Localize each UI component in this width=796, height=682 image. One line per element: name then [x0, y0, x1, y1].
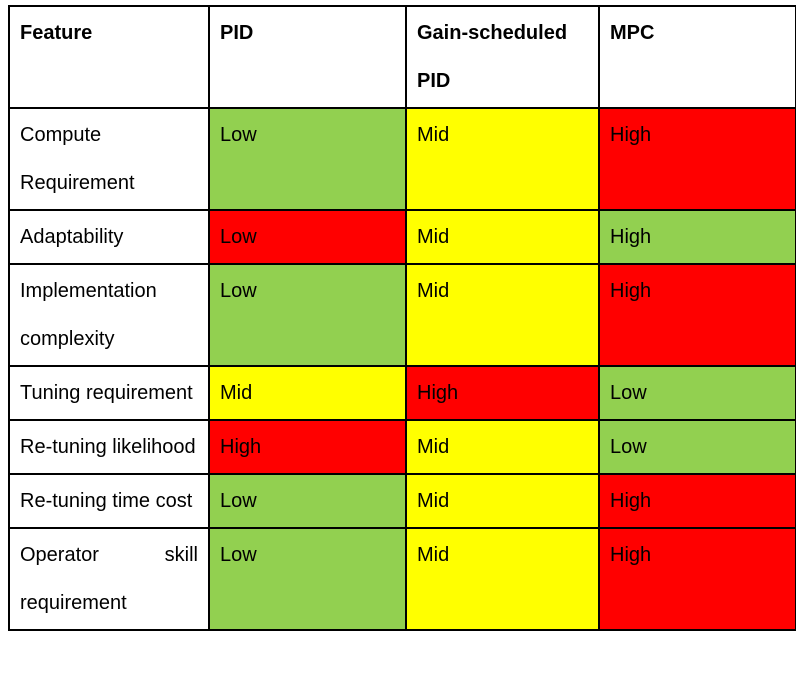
rating-cell-yellow: Mid: [405, 209, 600, 265]
table-row: Operator skill requirement Low Mid High: [8, 527, 796, 631]
rating-cell-yellow: Mid: [405, 419, 600, 475]
table-body: Compute Requirement Low Mid High Adaptabilit…: [8, 107, 796, 631]
rating-cell-green: Low: [598, 365, 796, 421]
rating-cell-red: High: [598, 527, 796, 631]
header-cell-feature: Feature: [8, 5, 210, 109]
rating-cell-green: Low: [208, 527, 407, 631]
rating-cell-yellow: Mid: [208, 365, 407, 421]
table-row: Compute Requirement Low Mid High: [8, 107, 796, 211]
rating-cell-yellow: Mid: [405, 107, 600, 211]
comparison-table: Feature PID Gain-scheduled PID MPC Compu…: [8, 5, 796, 631]
rating-cell-green: High: [598, 209, 796, 265]
rating-cell-red: High: [598, 107, 796, 211]
rating-cell-red: High: [598, 473, 796, 529]
rating-cell-red: High: [208, 419, 407, 475]
table-row: Adaptability Low Mid High: [8, 209, 796, 265]
header-row: Feature PID Gain-scheduled PID MPC: [8, 5, 796, 109]
header-cell-pid: PID: [208, 5, 407, 109]
table-row: Implementation complexity Low Mid High: [8, 263, 796, 367]
feature-cell: Re-tuning time cost: [8, 473, 210, 529]
rating-cell-green: Low: [208, 473, 407, 529]
rating-cell-green: Low: [208, 107, 407, 211]
rating-cell-red: High: [405, 365, 600, 421]
feature-cell: Operator skill requirement: [8, 527, 210, 631]
feature-cell: Re-tuning likelihood: [8, 419, 210, 475]
rating-cell-yellow: Mid: [405, 527, 600, 631]
rating-cell-yellow: Mid: [405, 473, 600, 529]
feature-cell: Tuning requirement: [8, 365, 210, 421]
rating-cell-red: Low: [208, 209, 407, 265]
header-cell-mpc: MPC: [598, 5, 796, 109]
table-row: Re-tuning time cost Low Mid High: [8, 473, 796, 529]
table-row: Tuning requirement Mid High Low: [8, 365, 796, 421]
rating-cell-green: Low: [208, 263, 407, 367]
header-cell-gain-scheduled-pid: Gain-scheduled PID: [405, 5, 600, 109]
rating-cell-yellow: Mid: [405, 263, 600, 367]
table-row: Re-tuning likelihood High Mid Low: [8, 419, 796, 475]
feature-cell: Implementation complexity: [8, 263, 210, 367]
feature-cell: Adaptability: [8, 209, 210, 265]
feature-cell: Compute Requirement: [8, 107, 210, 211]
rating-cell-red: High: [598, 263, 796, 367]
rating-cell-green: Low: [598, 419, 796, 475]
